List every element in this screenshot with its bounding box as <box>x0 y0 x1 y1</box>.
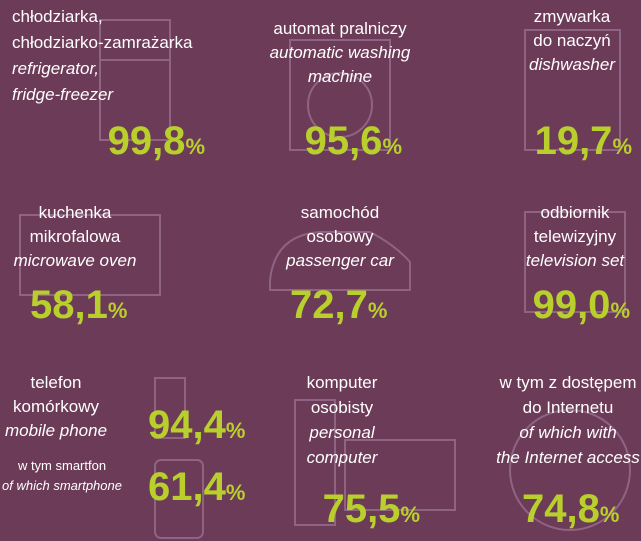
value: 99,8% <box>108 119 205 163</box>
value: 74,8% <box>522 487 619 531</box>
value-number: 75,5 <box>323 487 401 531</box>
label-pl: komputer <box>307 373 378 392</box>
value-unit: % <box>600 502 620 527</box>
smartphone-icon <box>154 459 204 539</box>
tv-icon <box>524 211 626 313</box>
value-number: 94,4 <box>148 403 227 447</box>
value-unit: % <box>612 134 632 159</box>
label-en: the Internet access <box>496 448 640 467</box>
fridge-icon <box>99 19 171 141</box>
value: 58,1% <box>30 283 127 327</box>
value: 95,6% <box>305 119 402 163</box>
label-pl: w tym z dostępem <box>499 373 637 392</box>
label-en: automatic washing <box>270 43 411 62</box>
value-unit: % <box>382 134 402 159</box>
icons <box>19 19 631 539</box>
value-unit: % <box>610 298 630 323</box>
value-number: 61,4 <box>148 465 227 509</box>
label-en: of which with <box>519 423 616 442</box>
value: 72,7% <box>290 283 387 327</box>
label-en: machine <box>308 67 372 86</box>
value: 75,5% <box>323 487 420 531</box>
label-en: fridge-freezer <box>12 85 114 104</box>
value-number: 99,8 <box>108 119 186 163</box>
dishwasher-icon <box>524 29 621 151</box>
label-pl: chłodziarko-zamrażarka <box>12 33 193 52</box>
label-pl: telewizyjny <box>534 227 617 246</box>
value: 94,4% <box>148 403 245 447</box>
value: 19,7% <box>535 119 632 163</box>
value-unit: % <box>368 298 388 323</box>
label-pl: automat pralniczy <box>273 19 407 38</box>
value-number: 95,6 <box>305 119 383 163</box>
label-pl: mikrofalowa <box>30 227 121 246</box>
value-number: 58,1 <box>30 283 108 327</box>
value-unit: % <box>226 418 246 443</box>
car-icon <box>269 231 411 291</box>
value-unit: % <box>226 480 246 505</box>
label-pl: telefon <box>30 373 81 392</box>
label-pl: odbiornik <box>541 203 610 222</box>
internet-icon <box>509 409 631 531</box>
value-number: 19,7 <box>535 119 613 163</box>
phone-icon <box>154 377 186 439</box>
label-pl: zmywarka <box>534 7 611 26</box>
label-pl: komórkowy <box>13 397 99 416</box>
label-pl: chłodziarka, <box>12 7 103 26</box>
label-en: computer <box>307 448 379 467</box>
label-en: dishwasher <box>529 55 616 74</box>
washer-icon <box>289 39 391 151</box>
label-pl: do Internetu <box>523 398 614 417</box>
label-en: of which smartphone <box>2 478 122 493</box>
label-en: television set <box>526 251 626 270</box>
value-unit: % <box>108 298 128 323</box>
label-en: mobile phone <box>5 421 107 440</box>
label-pl: samochód <box>301 203 379 222</box>
label-pl: w tym smartfon <box>17 458 106 473</box>
value-unit: % <box>400 502 420 527</box>
microwave-icon <box>19 214 161 296</box>
value: 61,4% <box>148 465 245 509</box>
label-en: microwave oven <box>14 251 137 270</box>
label-pl: osobowy <box>306 227 374 246</box>
label-en: personal <box>308 423 375 442</box>
value-number: 99,0 <box>533 283 611 327</box>
value-number: 74,8 <box>522 487 600 531</box>
value: 99,0% <box>533 283 630 327</box>
pc-monitor <box>344 439 456 511</box>
value-number: 72,7 <box>290 283 368 327</box>
pc-tower <box>294 399 336 526</box>
label-pl: do naczyń <box>533 31 611 50</box>
value-unit: % <box>185 134 205 159</box>
washer-drum <box>307 72 373 138</box>
label-pl: osobisty <box>311 398 374 417</box>
label-pl: kuchenka <box>39 203 112 222</box>
label-en: passenger car <box>285 251 395 270</box>
label-en: refrigerator, <box>12 59 99 78</box>
